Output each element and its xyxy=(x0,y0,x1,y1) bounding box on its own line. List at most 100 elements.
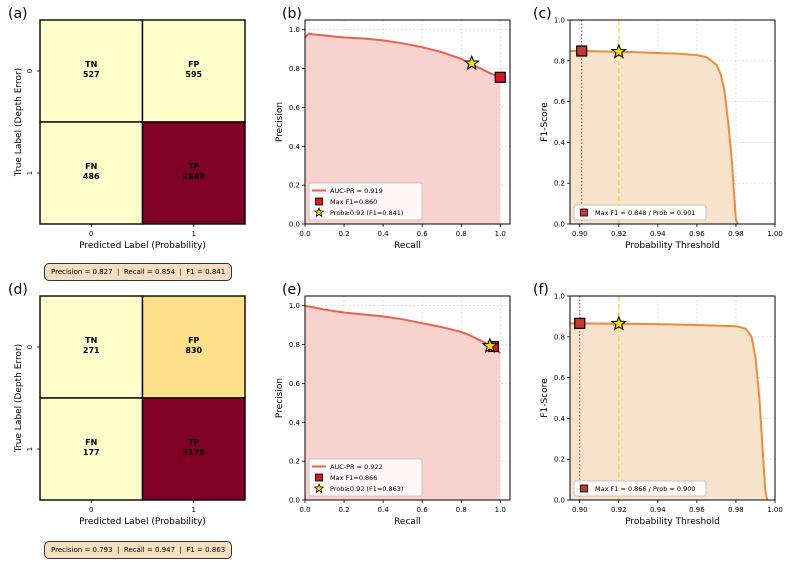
legend-entry: AUC-PR = 0.919 xyxy=(330,187,383,195)
legend-key-star xyxy=(313,482,325,493)
x-axis-label: Probability Threshold xyxy=(625,241,720,251)
panel-label: (d) xyxy=(8,282,28,298)
x-tick-label: 0.0 xyxy=(299,230,310,238)
x-tick-label: 0.4 xyxy=(378,230,390,238)
y-tick-label: 0.4 xyxy=(289,143,301,151)
cell-label: TN xyxy=(85,60,97,69)
cell-label: FN xyxy=(85,438,97,447)
y-tick-label: 0.8 xyxy=(289,65,300,73)
legend-key-square xyxy=(315,197,323,206)
heatmap-cell-tn xyxy=(39,19,144,123)
heatmap-cell-fn xyxy=(39,397,144,501)
plot-frame xyxy=(569,19,776,225)
legend-key-square xyxy=(580,208,588,217)
x-tick-label: 1 xyxy=(192,506,196,514)
cell-label: FP xyxy=(188,60,199,69)
y-tick-label: 0.0 xyxy=(554,221,565,229)
heatmap-cell-tp xyxy=(141,121,246,225)
y-tick-label: 0.0 xyxy=(289,497,300,505)
prob-threshold-star xyxy=(610,315,627,331)
y-tick-label: 0.8 xyxy=(554,333,565,341)
cell-value: 3179 xyxy=(183,448,206,457)
y-tick-label: 0.6 xyxy=(554,374,566,382)
legend-entry: Max F1=0.860 xyxy=(330,198,377,206)
x-axis-label: Predicted Label (Probability) xyxy=(79,517,206,527)
x-tick-label: 0.90 xyxy=(572,230,588,238)
y-tick-label: 0.4 xyxy=(554,415,566,423)
x-tick-label: 0.8 xyxy=(456,230,467,238)
y-tick-label: 0.8 xyxy=(289,341,300,349)
x-axis-label: Predicted Label (Probability) xyxy=(79,241,206,251)
x-axis-label: Recall xyxy=(394,241,421,251)
series-line xyxy=(570,322,769,501)
x-tick-label: 0.94 xyxy=(650,230,666,238)
max-f1-marker xyxy=(576,45,588,57)
area-fill xyxy=(570,51,738,225)
y-tick-label: 0 xyxy=(26,69,34,73)
cell-label: TP xyxy=(188,438,199,447)
x-tick-label: 1.00 xyxy=(767,230,783,238)
y-tick-label: 0.6 xyxy=(554,98,566,106)
legend-box xyxy=(308,182,423,221)
cell-label: FP xyxy=(188,336,199,345)
y-tick-label: 0.2 xyxy=(289,182,300,190)
legend-key-star xyxy=(313,206,325,217)
plot-frame xyxy=(304,19,511,225)
panel-label: (a) xyxy=(8,6,28,22)
max-f1-marker xyxy=(574,317,586,329)
x-tick-label: 0 xyxy=(89,506,93,514)
metrics-box-d: Precision = 0.793 | Recall = 0.947 | F1 … xyxy=(44,541,233,559)
metrics-box-a: Precision = 0.827 | Recall = 0.854 | F1 … xyxy=(44,263,233,281)
x-tick-label: 0.0 xyxy=(299,506,310,514)
y-tick-label: 0.8 xyxy=(554,57,565,65)
x-tick-label: 1.0 xyxy=(495,506,506,514)
y-axis-label: True Label (Depth Error) xyxy=(14,68,24,177)
cell-value: 830 xyxy=(185,346,202,355)
legend-key-square xyxy=(580,484,588,493)
y-axis-label: True Label (Depth Error) xyxy=(14,344,24,453)
y-tick-label: 1 xyxy=(26,171,34,175)
legend-entry: Max F1=0.866 xyxy=(330,474,377,482)
y-tick-label: 0.2 xyxy=(289,458,300,466)
x-tick-label: 0.4 xyxy=(378,506,390,514)
heatmap-cell-tn xyxy=(39,295,144,399)
y-tick-label: 1.0 xyxy=(289,26,300,34)
prob-threshold-star xyxy=(463,54,480,71)
area-fill xyxy=(305,33,501,224)
legend-entry: AUC-PR = 0.922 xyxy=(330,463,383,471)
legend-entry: Prob≥0.92 (F1=0.863) xyxy=(330,485,403,493)
legend-entry: Prob≥0.92 (F1=0.841) xyxy=(330,209,403,217)
x-tick-label: 0.2 xyxy=(338,506,349,514)
heatmap-cell-fp xyxy=(141,295,246,399)
cell-value: 486 xyxy=(83,172,100,181)
plot-frame xyxy=(569,295,776,501)
x-tick-label: 0.98 xyxy=(728,506,744,514)
x-tick-label: 0.8 xyxy=(456,506,467,514)
area-fill xyxy=(305,305,501,500)
y-axis-label: F1-Score xyxy=(540,102,550,142)
x-tick-label: 0.92 xyxy=(611,506,627,514)
x-tick-label: 1.00 xyxy=(767,506,783,514)
x-axis-label: Recall xyxy=(394,517,421,527)
x-tick-label: 0.6 xyxy=(417,230,429,238)
legend-box xyxy=(573,204,707,221)
legend-entry: Max F1 = 0.848 / Prob = 0.901 xyxy=(595,209,696,217)
y-axis-label: F1-Score xyxy=(540,378,550,418)
prob-threshold-star xyxy=(481,337,499,353)
y-tick-label: 0.6 xyxy=(289,380,301,388)
x-tick-label: 0.2 xyxy=(338,230,349,238)
x-tick-label: 0 xyxy=(89,230,93,238)
cell-label: FN xyxy=(85,162,97,171)
x-tick-label: 1.0 xyxy=(495,230,506,238)
y-tick-label: 0.4 xyxy=(554,139,566,147)
x-tick-label: 0.94 xyxy=(650,506,666,514)
legend-key-square xyxy=(315,473,323,482)
panel-label: (e) xyxy=(282,282,302,298)
x-tick-label: 0.90 xyxy=(572,506,588,514)
plot-frame xyxy=(304,295,511,501)
y-tick-label: 0.6 xyxy=(289,104,301,112)
area-fill xyxy=(570,323,768,500)
panel-label: (c) xyxy=(533,6,552,22)
max-f1-marker xyxy=(494,71,506,83)
